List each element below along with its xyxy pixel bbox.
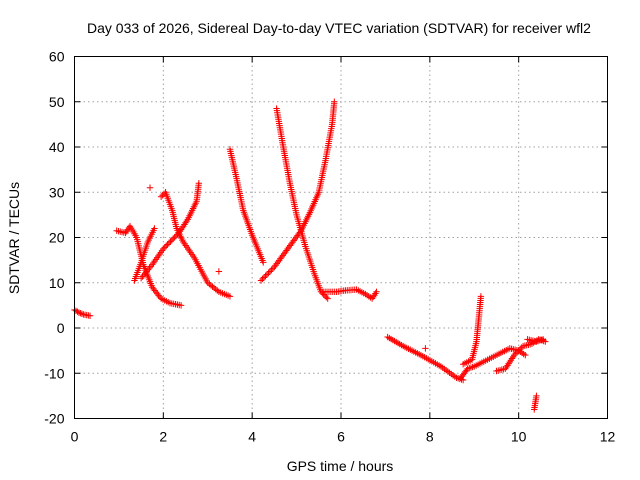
data-point [157, 193, 165, 200]
y-tick-label: 60 [49, 49, 65, 65]
y-tick-label: 40 [49, 139, 65, 155]
data-point [150, 285, 157, 293]
data-point [215, 268, 223, 275]
data-point [516, 345, 524, 353]
data-point [257, 277, 265, 284]
data-point [168, 236, 176, 244]
data-point [260, 259, 267, 266]
data-point [78, 310, 86, 318]
chart-title: Day 033 of 2026, Sidereal Day-to-day VTE… [87, 20, 591, 36]
x-tick-label: 10 [511, 429, 527, 445]
data-point [331, 98, 338, 105]
data-points-layer [71, 98, 549, 413]
data-point [262, 272, 269, 280]
data-point [515, 347, 522, 354]
data-point [214, 287, 221, 294]
x-tick-label: 0 [71, 429, 79, 445]
data-point [162, 242, 170, 250]
data-point [259, 275, 266, 283]
data-point [260, 274, 268, 281]
data-point [151, 287, 158, 294]
data-point [171, 234, 178, 241]
data-point [458, 376, 465, 383]
plot-frame [74, 56, 608, 419]
data-point [533, 392, 540, 400]
data-point [74, 308, 81, 315]
x-tick-label: 12 [600, 429, 616, 445]
data-point [159, 192, 166, 199]
data-point [323, 294, 330, 301]
data-point [319, 289, 326, 297]
data-point [266, 268, 274, 275]
data-point [226, 293, 234, 300]
data-point [268, 266, 275, 274]
data-point [154, 290, 161, 297]
data-point [422, 345, 429, 352]
data-point [269, 265, 277, 272]
data-point [511, 351, 518, 359]
data-point [160, 245, 167, 253]
data-point [518, 344, 525, 351]
data-point [512, 350, 519, 357]
data-point [86, 312, 94, 319]
data-point [77, 310, 84, 317]
y-tick-label: 0 [57, 320, 65, 336]
data-point [177, 302, 185, 309]
data-point [469, 363, 476, 371]
y-tick-label: 20 [49, 230, 65, 246]
data-point [161, 244, 168, 251]
data-point [195, 180, 203, 187]
data-point [165, 239, 173, 247]
data-point [151, 225, 158, 232]
data-point [167, 238, 174, 245]
data-point [539, 336, 547, 343]
data-point [263, 271, 271, 278]
data-point [373, 288, 380, 295]
data-point [477, 293, 485, 300]
tick-layer [74, 56, 608, 419]
x-tick-label: 6 [337, 429, 345, 445]
data-point [152, 288, 160, 296]
tick-label-layer: 0 2 4 6 8 10 12 -20 -10 0 10 20 30 40 50 60 [44, 49, 615, 445]
x-axis-label: GPS time / hours [287, 458, 394, 474]
data-point [513, 348, 521, 356]
data-point [146, 184, 154, 191]
y-tick-label: 10 [49, 275, 65, 291]
x-tick-label: 2 [159, 429, 167, 445]
data-point [324, 295, 331, 302]
y-tick-label: 30 [49, 184, 65, 200]
x-tick-label: 4 [248, 429, 256, 445]
data-point [155, 292, 162, 299]
y-tick-label: 50 [49, 94, 65, 110]
data-point [149, 284, 156, 291]
data-point [164, 241, 171, 248]
grid-layer [74, 56, 608, 419]
data-point [265, 269, 272, 277]
y-tick-label: -20 [44, 411, 64, 427]
data-point [170, 235, 177, 242]
data-point [522, 351, 529, 359]
x-tick-label: 8 [426, 429, 434, 445]
y-tick-label: -10 [44, 365, 64, 381]
data-point [75, 309, 83, 316]
y-axis-label: SDTVAR / TECUs [6, 182, 22, 294]
